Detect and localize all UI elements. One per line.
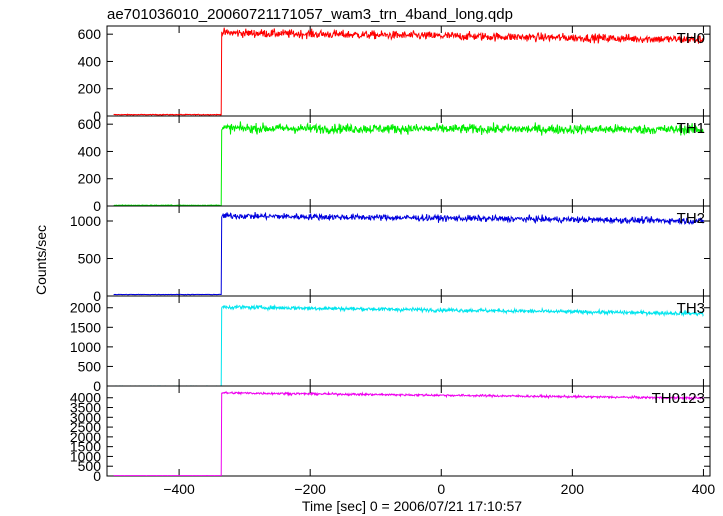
y-tick-label: 400 <box>78 53 102 69</box>
series-line-th0123 <box>113 390 704 476</box>
y-tick-label: 200 <box>78 171 102 187</box>
x-tick-label: 200 <box>561 481 585 497</box>
y-tick-label: 500 <box>78 251 102 267</box>
y-tick-label: 2000 <box>70 429 101 445</box>
y-tick-label: 1500 <box>70 319 101 335</box>
chart-title: ae701036010_20060721171057_wam3_trn_4ban… <box>107 6 513 23</box>
series-line-th2 <box>113 211 704 296</box>
y-tick-label: 3500 <box>70 400 101 416</box>
x-tick-label: 0 <box>437 481 445 497</box>
y-tick-label: 4000 <box>70 390 101 406</box>
series-label: TH3 <box>677 300 705 317</box>
panel-th3: 0 500 1000 1500 2000 TH3 <box>70 295 711 394</box>
x-tick-label: −400 <box>163 481 195 497</box>
y-tick-label: 2000 <box>70 300 101 316</box>
x-axis-label: Time [sec] 0 = 2006/07/21 17:10:57 <box>302 498 522 514</box>
y-tick-label: 1000 <box>70 339 101 355</box>
series-line-th3 <box>113 304 704 386</box>
panel-th0: 0 200 400 600 TH0 <box>78 25 711 124</box>
y-tick-label: 600 <box>78 26 102 42</box>
series-line-th1 <box>113 121 704 206</box>
y-tick-label: 0 <box>93 108 101 124</box>
y-tick-label: 0 <box>93 378 101 394</box>
y-tick-label: 600 <box>78 116 102 132</box>
y-tick-label: 0 <box>93 468 101 484</box>
panel-frame <box>106 205 711 297</box>
y-tick-label: 0 <box>93 288 101 304</box>
y-tick-label: 500 <box>78 458 102 474</box>
y-tick-label: 200 <box>78 81 102 97</box>
y-tick-label: 500 <box>78 358 102 374</box>
x-tick-label: −200 <box>294 481 326 497</box>
panel-frame <box>106 385 711 477</box>
series-line-th0 <box>113 27 704 116</box>
series-label: TH0123 <box>652 390 705 407</box>
panel-th1: 0 200 400 600 TH1 <box>78 115 711 214</box>
y-tick-label: 3000 <box>70 409 101 425</box>
y-axis-label: Counts/sec <box>33 225 49 295</box>
y-tick-label: 1000 <box>70 213 101 229</box>
x-tick-label: 400 <box>692 481 716 497</box>
y-tick-label: 2500 <box>70 419 101 435</box>
y-tick-label: 1000 <box>70 448 101 464</box>
series-label: TH1 <box>677 120 705 137</box>
series-label: TH2 <box>677 210 705 227</box>
x-axis: −400 −200 0 200 400 <box>163 481 715 497</box>
series-label: TH0 <box>677 30 705 47</box>
y-tick-label: 0 <box>93 198 101 214</box>
y-tick-label: 400 <box>78 143 102 159</box>
panel-th2: 0 500 1000 TH2 <box>70 205 711 304</box>
y-tick-label: 1500 <box>70 439 101 455</box>
